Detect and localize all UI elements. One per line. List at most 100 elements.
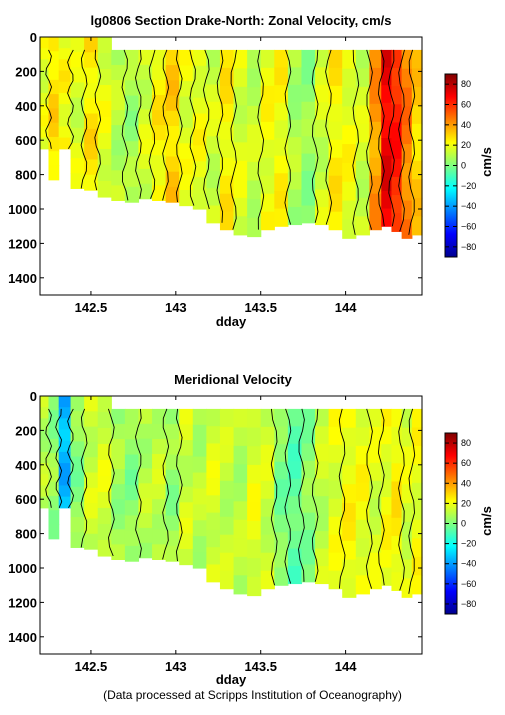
zonal-heatmap-cell	[152, 80, 167, 96]
meridional-heatmap-cell	[48, 424, 60, 440]
zonal-heatmap-cell	[97, 84, 112, 102]
meridional-heatmap-cell	[179, 548, 194, 566]
zonal-heatmap-cell	[219, 157, 235, 177]
meridional-heatmap-cell	[206, 512, 221, 531]
meridional-colorbar-tick-label: −60	[461, 579, 476, 589]
meridional-heatmap-cell	[70, 441, 85, 458]
meridional-heatmap-cell	[301, 443, 316, 462]
zonal-heatmap-cell	[328, 175, 343, 195]
meridional-heatmap-cell	[355, 482, 370, 502]
meridional-heatmap-cell	[206, 547, 221, 566]
meridional-contour-line	[365, 408, 373, 589]
meridional-contour-line	[298, 408, 305, 582]
zonal-heatmap-cell	[401, 162, 413, 183]
zonal-heatmap-cell	[111, 64, 126, 81]
meridional-colorbar-tick-label: −40	[461, 559, 476, 569]
meridional-contour-line	[107, 408, 115, 557]
zonal-y-tick-label: 1200	[8, 236, 37, 251]
zonal-heatmap-cell	[233, 197, 248, 217]
meridional-heatmap-cell	[381, 514, 393, 533]
meridional-heatmap-cell	[315, 496, 330, 515]
meridional-heatmap-cell	[355, 445, 370, 465]
meridional-heatmap-cell	[355, 501, 370, 521]
zonal-axes: 142.5 143 143.5 144 0 200 400 600 800 1000 1200 140…	[8, 30, 422, 315]
zonal-heatmap-cell	[301, 205, 316, 224]
zonal-colorbar-tick-label: −20	[461, 181, 476, 191]
zonal-heatmap-cell	[274, 173, 289, 192]
zonal-heatmap-cell	[274, 102, 289, 122]
meridional-heatmap-cell	[219, 408, 235, 428]
meridional-heatmap-cell	[97, 523, 112, 541]
zonal-heatmap-cell	[233, 160, 248, 180]
zonal-heatmap-cell	[48, 151, 60, 167]
zonal-colorbar-tick-label: 80	[461, 79, 471, 89]
meridional-heatmap-cell	[247, 408, 262, 429]
zonal-heatmap-cell	[260, 49, 275, 69]
meridional-colorbar: 80 60 40 20 0 −20 −40 −60 −80 cm/s	[444, 432, 494, 615]
meridional-x-tick-label: 142.5	[75, 659, 108, 674]
meridional-heatmap-cell	[342, 559, 357, 579]
zonal-y-tick-label: 200	[15, 64, 37, 79]
zonal-heatmap-cell	[247, 199, 262, 219]
meridional-heatmap-cell	[206, 564, 221, 583]
meridional-heatmap-cell	[355, 408, 370, 428]
zonal-heatmap-cell	[97, 132, 112, 150]
meridional-colorbar-ticks: 80 60 40 20 0 −20 −40 −60 −80	[445, 438, 476, 609]
meridional-contour-line	[162, 408, 170, 560]
zonal-heatmap-cell	[355, 160, 370, 180]
zonal-heatmap-cell	[165, 80, 180, 97]
meridional-axes: 142.5 143 143.5 144 0 200 400 600 800 1000 1200 140…	[8, 389, 422, 674]
meridional-contour-line	[45, 408, 52, 508]
meridional-heatmap-cell	[369, 498, 382, 518]
zonal-heatmap-cell	[381, 190, 393, 210]
meridional-heatmap-cell	[97, 507, 112, 525]
meridional-heatmap-cell	[355, 519, 370, 539]
zonal-heatmap-cell	[48, 94, 60, 109]
data-source-footnote: (Data processed at Scripps Institution o…	[103, 688, 402, 702]
zonal-heatmap-cell	[84, 113, 99, 130]
meridional-heatmap-cell	[192, 536, 207, 553]
zonal-heatmap-cell	[260, 67, 275, 87]
meridional-heatmap-cell	[219, 534, 235, 554]
meridional-heatmap-cell	[274, 567, 289, 586]
zonal-heatmap-cell	[287, 49, 303, 68]
meridional-heatmap-cell	[192, 504, 207, 521]
zonal-heatmap-cell	[58, 104, 72, 116]
meridional-heatmap-cell	[274, 497, 289, 516]
zonal-heatmap-cell	[192, 97, 207, 115]
meridional-heatmap-cell	[152, 469, 167, 485]
zonal-heatmap-cell	[260, 139, 275, 159]
zonal-heatmap-cell	[287, 189, 303, 208]
zonal-heatmap-cell	[219, 103, 235, 123]
meridional-heatmap-cell	[247, 427, 262, 447]
meridional-heatmap-cell	[152, 484, 167, 500]
zonal-heatmap-cell	[48, 108, 60, 124]
zonal-heatmap-cell	[233, 105, 248, 125]
zonal-heatmap-cell	[391, 49, 403, 69]
zonal-heatmap-cell	[97, 37, 112, 54]
zonal-heatmap-cell	[219, 139, 235, 159]
zonal-heatmap-cell	[206, 119, 221, 137]
meridional-heatmap-cell	[401, 521, 413, 542]
meridional-contour-line	[408, 408, 416, 594]
zonal-heatmap-cell	[70, 37, 85, 53]
meridional-y-tick-label: 0	[30, 389, 37, 404]
zonal-heatmap-cell	[381, 67, 393, 86]
meridional-heatmap-cell	[165, 530, 180, 547]
zonal-heatmap-cell	[391, 86, 403, 105]
meridional-heatmap-cell	[328, 408, 343, 428]
zonal-y-tick-label: 0	[30, 30, 37, 45]
zonal-heatmap-cell	[315, 119, 330, 138]
zonal-heatmap-cell	[111, 185, 126, 201]
zonal-heatmap-cell	[260, 103, 275, 123]
meridional-heatmap-cell	[315, 531, 330, 550]
meridional-heatmap-cell	[287, 426, 303, 445]
zonal-contour-line	[202, 49, 210, 210]
meridional-heatmap-cell	[355, 556, 370, 576]
zonal-heatmap-cell	[165, 95, 180, 112]
meridional-heatmap-cell	[84, 472, 99, 489]
zonal-heatmap-cell	[260, 85, 275, 105]
meridional-heatmap-cell	[111, 499, 126, 515]
zonal-heatmap-cell	[233, 49, 248, 69]
zonal-heatmap-cell	[381, 120, 393, 139]
